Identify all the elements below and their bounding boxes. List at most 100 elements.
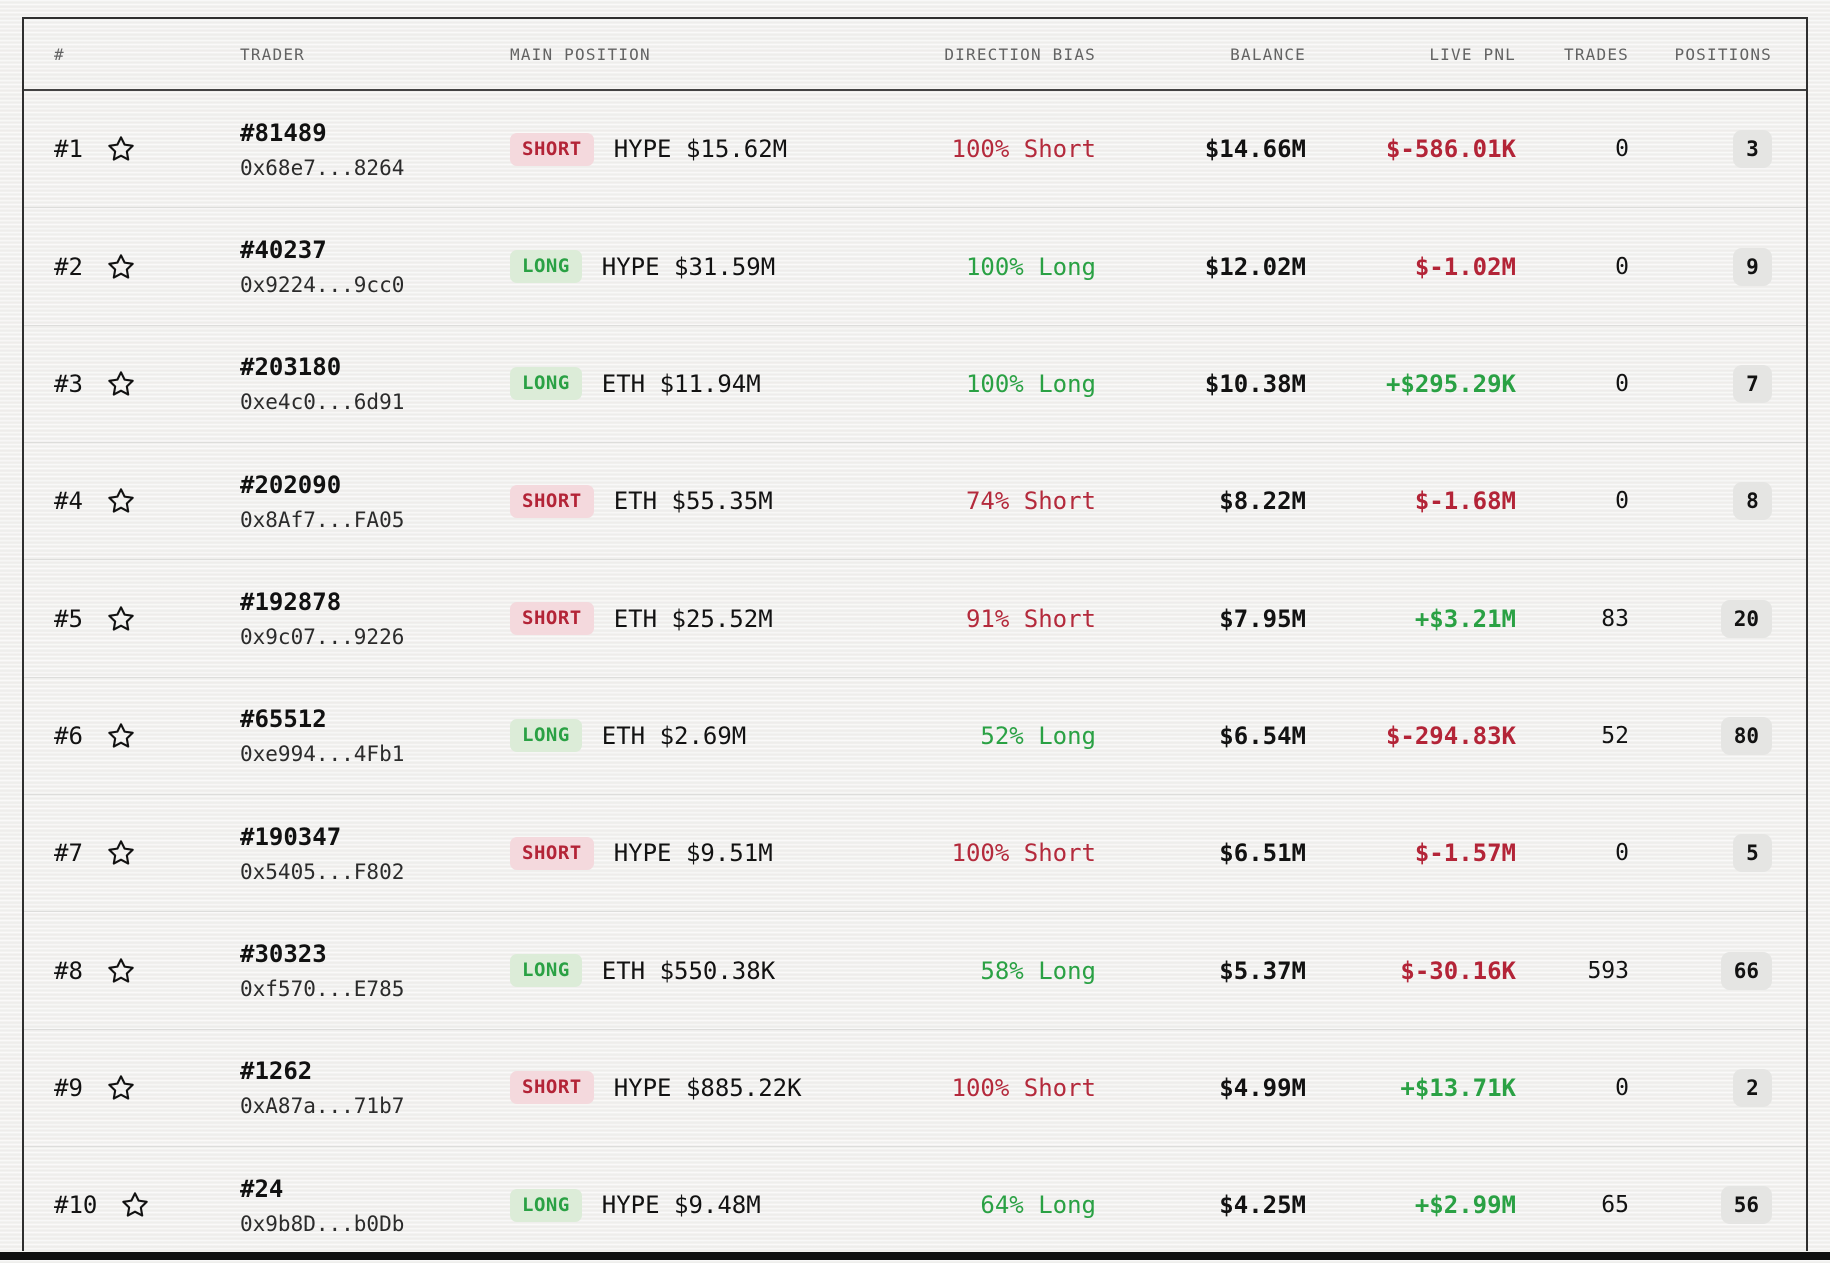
star-icon[interactable]: [107, 487, 135, 515]
direction-bias-value: 52% Long: [980, 721, 1096, 750]
trader-address: 0x68e7...8264: [240, 155, 405, 180]
balance-cell: $6.51M: [1096, 839, 1306, 867]
trader-address: 0x8Af7...FA05: [240, 507, 405, 532]
direction-bias-value: 100% Short: [951, 135, 1097, 164]
trader-row[interactable]: #2 #40237 0x9224...9cc0 LONG HYPE $31.59M 100…: [24, 208, 1806, 326]
live-pnl-cell: +$2.99M: [1306, 1191, 1516, 1219]
trader-row[interactable]: #9 #1262 0xA87a...71b7 SHORT HYPE $885.22K 10…: [24, 1030, 1806, 1148]
star-icon[interactable]: [107, 1074, 135, 1102]
live-pnl-value: +$295.29K: [1385, 369, 1516, 398]
positions-cell: 5: [1629, 834, 1806, 873]
positions-cell: 8: [1629, 482, 1806, 521]
main-position-value: HYPE $9.51M: [613, 839, 773, 868]
trader-row[interactable]: #3 #203180 0xe4c0...6d91 LONG ETH $11.94M 100…: [24, 326, 1806, 444]
trader-cell: #81489 0x68e7...8264: [209, 119, 492, 180]
star-icon[interactable]: [107, 957, 135, 985]
balance-value: $7.95M: [1219, 604, 1306, 633]
live-pnl-cell: $-1.57M: [1306, 839, 1516, 867]
column-header-main-position: MAIN POSITION: [510, 44, 651, 64]
balance-cell: $8.22M: [1096, 487, 1306, 515]
rank-cell: #6: [24, 722, 209, 750]
column-header-live-pnl: LIVE PNL: [1429, 44, 1516, 64]
trades-cell: 0: [1516, 1075, 1629, 1101]
table-body: #1 #81489 0x68e7...8264 SHORT HYPE $15.62M 10…: [24, 91, 1806, 1263]
positions-cell: 7: [1629, 364, 1806, 403]
live-pnl-value: $-1.02M: [1414, 252, 1516, 281]
trader-row[interactable]: #7 #190347 0x5405...F802 SHORT HYPE $9.51M 10…: [24, 795, 1806, 913]
direction-bias-value: 100% Short: [951, 839, 1097, 868]
trader-row[interactable]: #1 #81489 0x68e7...8264 SHORT HYPE $15.62M 10…: [24, 91, 1806, 209]
trader-id: #81489: [240, 118, 327, 147]
side-badge: LONG: [510, 954, 582, 988]
balance-cell: $4.25M: [1096, 1191, 1306, 1219]
direction-bias-cell: 100% Short: [942, 839, 1097, 868]
live-pnl-cell: +$295.29K: [1306, 370, 1516, 398]
direction-bias-cell: 100% Long: [942, 370, 1096, 398]
trader-row[interactable]: #6 #65512 0xe994...4Fb1 LONG ETH $2.69M 52% L…: [24, 678, 1806, 796]
live-pnl-cell: $-1.02M: [1306, 253, 1516, 281]
trader-address: 0xA87a...71b7: [240, 1094, 405, 1119]
rank-label: #2: [54, 252, 83, 281]
balance-value: $5.37M: [1219, 956, 1306, 985]
trader-cell: #24 0x9b8D...b0Db: [209, 1175, 492, 1236]
star-icon[interactable]: [107, 839, 135, 867]
live-pnl-value: +$2.99M: [1414, 1191, 1516, 1220]
side-badge: LONG: [510, 719, 582, 753]
live-pnl-value: +$3.21M: [1414, 604, 1516, 633]
direction-bias-value: 100% Short: [951, 1073, 1097, 1102]
trader-row[interactable]: #4 #202090 0x8Af7...FA05 SHORT ETH $55.35M 74…: [24, 443, 1806, 561]
positions-count-badge: 2: [1733, 1068, 1772, 1107]
star-icon[interactable]: [121, 1191, 149, 1219]
balance-value: $6.51M: [1219, 839, 1306, 868]
direction-bias-cell: 91% Short: [942, 605, 1096, 633]
star-icon[interactable]: [107, 605, 135, 633]
balance-cell: $10.38M: [1096, 370, 1306, 398]
trades-value: 0: [1615, 488, 1629, 515]
trader-row[interactable]: #5 #192878 0x9c07...9226 SHORT ETH $25.52M 91…: [24, 560, 1806, 678]
trader-row[interactable]: #10 #24 0x9b8D...b0Db LONG HYPE $9.48M 64% Lo…: [24, 1147, 1806, 1263]
direction-bias-cell: 52% Long: [942, 722, 1096, 750]
balance-value: $8.22M: [1219, 487, 1306, 516]
star-icon[interactable]: [107, 722, 135, 750]
trader-id: #24: [240, 1174, 284, 1203]
rank-label: #5: [54, 604, 83, 633]
rank-label: #7: [54, 839, 83, 868]
trades-value: 0: [1615, 253, 1629, 280]
balance-value: $6.54M: [1219, 721, 1306, 750]
star-icon[interactable]: [107, 370, 135, 398]
balance-value: $14.66M: [1204, 135, 1306, 164]
live-pnl-cell: $-1.68M: [1306, 487, 1516, 515]
rank-cell: #10: [24, 1191, 209, 1219]
rank-cell: #9: [24, 1074, 209, 1102]
trader-address: 0x5405...F802: [240, 859, 405, 884]
column-header-balance: BALANCE: [1230, 44, 1306, 64]
trader-row[interactable]: #8 #30323 0xf570...E785 LONG ETH $550.38K 58%…: [24, 912, 1806, 1030]
direction-bias-value: 91% Short: [965, 604, 1096, 633]
trader-cell: #40237 0x9224...9cc0: [209, 236, 492, 297]
side-badge: LONG: [510, 1188, 582, 1222]
trader-id: #65512: [240, 705, 327, 734]
balance-cell: $6.54M: [1096, 722, 1306, 750]
star-icon[interactable]: [107, 253, 135, 281]
trades-value: 65: [1601, 1192, 1629, 1219]
star-icon[interactable]: [107, 135, 135, 163]
main-position-cell: LONG HYPE $9.48M: [492, 1188, 942, 1222]
positions-count-badge: 3: [1733, 130, 1772, 169]
direction-bias-cell: 74% Short: [942, 487, 1096, 515]
main-position-value: ETH $2.69M: [601, 721, 747, 750]
balance-value: $4.25M: [1219, 1191, 1306, 1220]
column-header-direction-bias: DIRECTION BIAS: [944, 44, 1096, 64]
main-position-cell: LONG ETH $2.69M: [492, 719, 942, 753]
positions-cell: 3: [1629, 130, 1806, 169]
side-badge: SHORT: [510, 132, 594, 166]
trader-id: #1262: [240, 1057, 313, 1086]
trades-cell: 593: [1516, 958, 1629, 984]
main-position-value: ETH $550.38K: [601, 956, 776, 985]
trades-cell: 0: [1516, 488, 1629, 514]
rank-label: #10: [54, 1191, 98, 1220]
direction-bias-value: 74% Short: [965, 487, 1096, 516]
trades-value: 0: [1615, 840, 1629, 867]
trades-cell: 0: [1516, 371, 1629, 397]
trades-value: 52: [1601, 722, 1629, 749]
trader-cell: #202090 0x8Af7...FA05: [209, 471, 492, 532]
